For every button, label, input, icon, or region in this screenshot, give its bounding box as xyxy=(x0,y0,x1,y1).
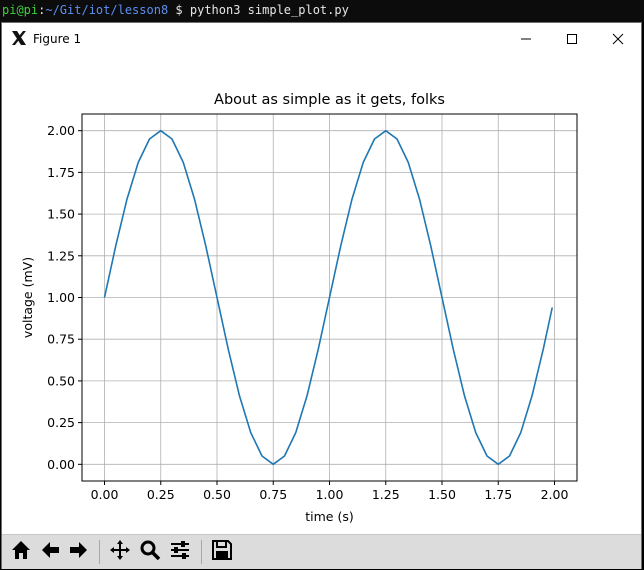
configure-subplots-button[interactable] xyxy=(166,538,194,566)
window-titlebar[interactable]: Figure 1 xyxy=(2,23,641,55)
y-tick-label: 0.75 xyxy=(47,332,75,347)
minimize-icon xyxy=(520,30,532,49)
line-chart[interactable]: 0.00 0.25 0.50 0.75 1.00 1.25 1.50 1.75 2.00 0.00… xyxy=(2,55,641,533)
zoom-icon xyxy=(139,539,161,565)
chart-title: About as simple as it gets, folks xyxy=(214,92,445,108)
terminal-user-host: pi@pi xyxy=(2,3,39,17)
home-button[interactable] xyxy=(7,538,35,566)
back-arrow-icon xyxy=(39,539,61,565)
x-tick-label: 0.75 xyxy=(259,487,287,502)
back-button[interactable] xyxy=(36,538,64,566)
figure-canvas[interactable]: 0.00 0.25 0.50 0.75 1.00 1.25 1.50 1.75 2.00 0.00… xyxy=(2,55,641,533)
y-axis-label: voltage (mV) xyxy=(20,257,35,338)
zoom-button[interactable] xyxy=(136,538,164,566)
save-button[interactable] xyxy=(208,538,236,566)
home-icon xyxy=(10,539,32,565)
y-tick-label: 1.25 xyxy=(47,248,75,263)
matplotlib-x-icon xyxy=(10,29,28,47)
data-series-line xyxy=(103,129,554,466)
save-icon xyxy=(211,539,233,565)
pan-button[interactable] xyxy=(106,538,134,566)
terminal-prompt: $ xyxy=(168,3,190,17)
x-axis-label: time (s) xyxy=(305,509,353,524)
terminal-command: python3 simple_plot.py xyxy=(189,3,349,17)
terminal-separator: : xyxy=(38,3,46,17)
maximize-icon xyxy=(566,30,578,49)
y-tick-label: 0.25 xyxy=(47,415,75,430)
x-tick-label: 0.50 xyxy=(203,487,231,502)
subplots-config-icon xyxy=(169,539,191,565)
x-tick-label: 1.75 xyxy=(484,487,512,502)
terminal-prompt-line: pi@pi:~/Git/iot/lesson8 $ python3 simple… xyxy=(0,0,644,22)
forward-arrow-icon xyxy=(68,539,90,565)
close-button[interactable] xyxy=(595,23,641,55)
x-tick-label: 1.00 xyxy=(316,487,344,502)
x-tick-label: 1.25 xyxy=(372,487,400,502)
navigation-toolbar xyxy=(2,534,641,569)
y-tick-label: 0.00 xyxy=(47,457,75,472)
y-tick-label: 2.00 xyxy=(47,123,75,138)
pan-icon xyxy=(109,539,131,565)
forward-button[interactable] xyxy=(65,538,93,566)
x-tick-label: 0.25 xyxy=(147,487,175,502)
x-tick-label: 0.00 xyxy=(91,487,119,502)
y-tick-label: 1.50 xyxy=(47,207,75,222)
x-tick-label: 2.00 xyxy=(541,487,569,502)
close-icon xyxy=(612,30,624,49)
x-tick-label: 1.50 xyxy=(428,487,456,502)
y-tick-label: 1.00 xyxy=(47,290,75,305)
figure-window: Figure 1 0.00 0.25 0.50 0.75 1.00 1.25 1.50 1.7… xyxy=(1,22,642,569)
window-title: Figure 1 xyxy=(33,32,82,46)
terminal-path: ~/Git/iot/lesson8 xyxy=(45,3,169,17)
toolbar-separator xyxy=(99,540,100,564)
minimize-button[interactable] xyxy=(503,23,549,55)
y-tick-label: 0.50 xyxy=(47,373,75,388)
maximize-button[interactable] xyxy=(549,23,595,55)
y-tick-label: 1.75 xyxy=(47,165,75,180)
toolbar-separator xyxy=(201,540,202,564)
